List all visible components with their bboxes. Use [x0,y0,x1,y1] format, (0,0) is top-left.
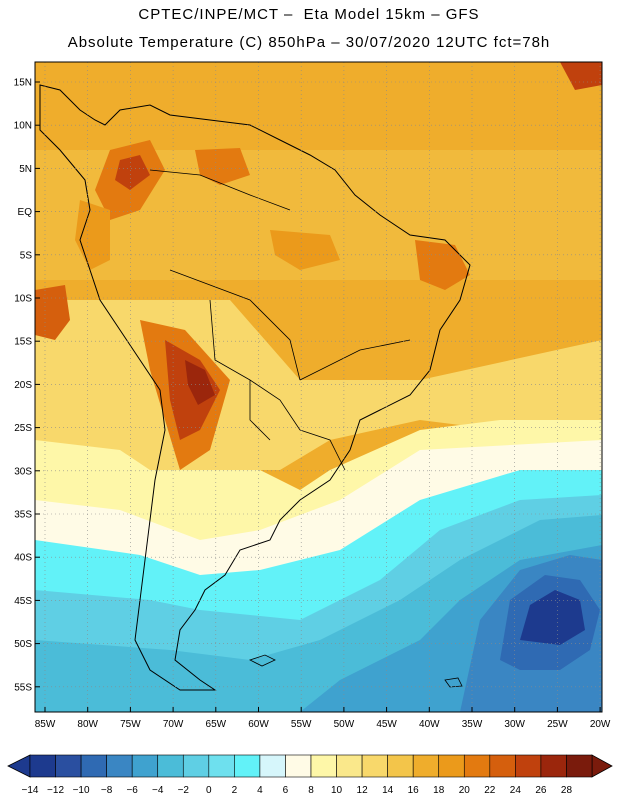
longitude-label: 75W [120,719,141,730]
map-title: CPTEC/INPE/MCT – Eta Model 15km – GFS [138,6,480,23]
latitude-labels: 15N 10N 5N EQ 5S 10S 15S 20S 25S 30S 35S 40S 45S 50S 5… [14,78,33,694]
longitude-label: 60W [248,719,269,730]
legend-label: 2 [232,785,238,796]
legend-swatch [566,754,593,778]
latitude-label: 20S [14,380,32,391]
legend-swatch [412,754,440,778]
latitude-label: EQ [18,207,33,218]
latitude-label: 55S [14,682,32,693]
legend-swatch [234,754,261,778]
legend-label: −4 [152,785,164,796]
legend-swatch [361,754,388,778]
legend-label: −12 [47,785,64,796]
longitude-label: 55W [291,719,312,730]
legend-label: 20 [459,785,471,796]
legend-swatch [106,754,133,778]
legend-swatch [131,754,159,778]
legend-swatch [29,754,56,778]
legend-label: 10 [331,785,343,796]
legend-label: 4 [257,785,263,796]
legend-swatch [80,754,107,778]
legend-label: 18 [433,785,445,796]
longitude-label: 80W [77,719,98,730]
legend-label: −14 [22,785,39,796]
legend-swatch [55,754,82,778]
longitude-label: 30W [504,719,525,730]
legend-label: −8 [101,785,113,796]
latitude-label: 45S [14,596,32,607]
latitude-label: 5N [19,164,32,175]
legend-label: 12 [357,785,369,796]
longitude-label: 50W [334,719,355,730]
latitude-label: 15S [14,337,32,348]
latitude-label: 25S [14,423,32,434]
legend-max-arrow [591,754,613,778]
latitude-label: 35S [14,510,32,521]
legend-label: 14 [382,785,394,796]
legend-swatch [208,754,235,778]
longitude-labels: 85W 80W 75W 70W 65W 60W 55W 50W 45W 40W 35W 30W 25W 2… [35,719,611,730]
legend-swatch [259,754,286,778]
legend-label: −2 [178,785,190,796]
legend-label: 0 [206,785,212,796]
latitude-label: 50S [14,639,32,650]
legend-swatch [540,754,567,778]
legend-label: −10 [73,785,90,796]
legend-swatch [285,754,312,778]
longitude-label: 25W [547,719,568,730]
temperature-field [35,62,602,712]
latitude-label: 40S [14,553,32,564]
longitude-label: 20W [590,719,611,730]
latitude-label: 10N [14,121,32,132]
legend-label: 16 [408,785,420,796]
legend-label: −6 [126,785,138,796]
graticule [35,62,602,712]
longitude-label: 35W [462,719,483,730]
latitude-label: 5S [20,250,33,261]
longitude-label: 70W [163,719,184,730]
longitude-label: 40W [419,719,440,730]
legend-swatch [438,754,465,778]
legend-swatch [157,754,184,778]
color-legend: −14 −12 −10 −8 −6 −4 −2 0 2 4 6 8 10 12 14 16 18 20 22 24 26… [7,754,613,796]
legend-label: 26 [535,785,547,796]
latitude-label: 10S [14,294,32,305]
legend-label: 28 [561,785,573,796]
legend-swatch [310,754,337,778]
map-frame [34,61,603,713]
legend-swatch [489,754,516,778]
longitude-label: 45W [376,719,397,730]
longitude-label: 65W [206,719,227,730]
latitude-label: 30S [14,466,32,477]
latitude-label: 15N [14,78,32,89]
legend-swatch [336,754,363,778]
longitude-label: 85W [35,719,56,730]
legend-swatch [463,754,491,778]
legend-label: 8 [308,785,314,796]
legend-swatch [515,754,542,778]
legend-label: 6 [283,785,289,796]
legend-label: 24 [510,785,522,796]
legend-label: 22 [484,785,496,796]
legend-swatch [387,754,414,778]
legend-min-arrow [7,754,31,778]
map-subtitle: Absolute Temperature (C) 850hPa – 30/07/… [67,34,551,51]
legend-swatch [182,754,210,778]
